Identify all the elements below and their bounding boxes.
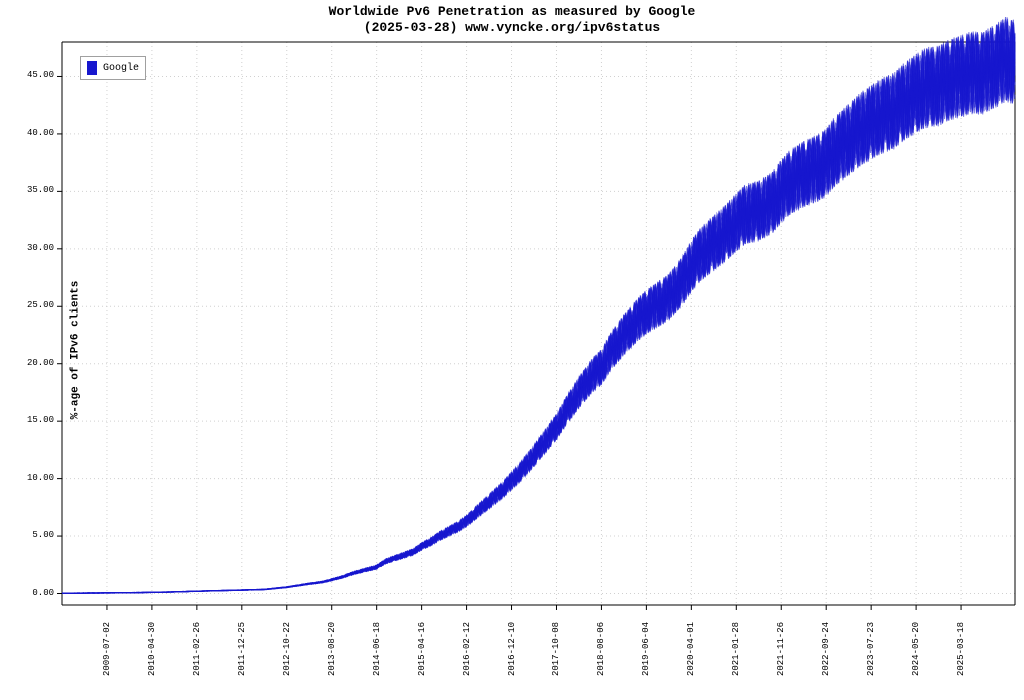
x-tick-label: 2010-04-30 <box>147 622 157 692</box>
chart-container: Worldwide Pv6 Penetration as measured by… <box>0 0 1024 700</box>
y-tick-label: 0.00 <box>32 588 54 598</box>
y-tick-label: 40.00 <box>27 128 54 138</box>
x-tick-label: 2013-08-20 <box>327 622 337 692</box>
x-tick-label: 2012-10-22 <box>282 622 292 692</box>
x-tick-label: 2017-10-08 <box>551 622 561 692</box>
x-tick-label: 2016-12-10 <box>507 622 517 692</box>
y-tick-label: 5.00 <box>32 530 54 540</box>
series-group <box>62 17 1015 594</box>
x-tick-label: 2015-04-16 <box>417 622 427 692</box>
legend-label: Google <box>103 63 139 74</box>
x-tick-label: 2009-07-02 <box>102 622 112 692</box>
y-tick-label: 45.00 <box>27 70 54 80</box>
x-tick-label: 2023-07-23 <box>866 622 876 692</box>
y-tick-label: 15.00 <box>27 415 54 425</box>
x-tick-label: 2025-03-18 <box>956 622 966 692</box>
chart-plot-svg <box>0 0 1024 700</box>
x-tick-label: 2018-08-06 <box>596 622 606 692</box>
legend-box: Google <box>80 56 146 80</box>
y-tick-label: 25.00 <box>27 300 54 310</box>
legend-swatch <box>87 61 97 75</box>
x-tick-label: 2019-06-04 <box>641 622 651 692</box>
y-tick-label: 30.00 <box>27 243 54 253</box>
x-tick-label: 2011-02-26 <box>192 622 202 692</box>
y-tick-label: 20.00 <box>27 358 54 368</box>
x-tick-label: 2011-12-25 <box>237 622 247 692</box>
x-tick-label: 2021-01-28 <box>731 622 741 692</box>
x-tick-label: 2016-02-12 <box>462 622 472 692</box>
x-tick-label: 2021-11-26 <box>776 622 786 692</box>
x-tick-label: 2020-04-01 <box>686 622 696 692</box>
x-tick-label: 2024-05-20 <box>911 622 921 692</box>
x-tick-label: 2022-09-24 <box>821 622 831 692</box>
y-tick-label: 35.00 <box>27 185 54 195</box>
y-tick-label: 10.00 <box>27 473 54 483</box>
x-tick-label: 2014-06-18 <box>372 622 382 692</box>
